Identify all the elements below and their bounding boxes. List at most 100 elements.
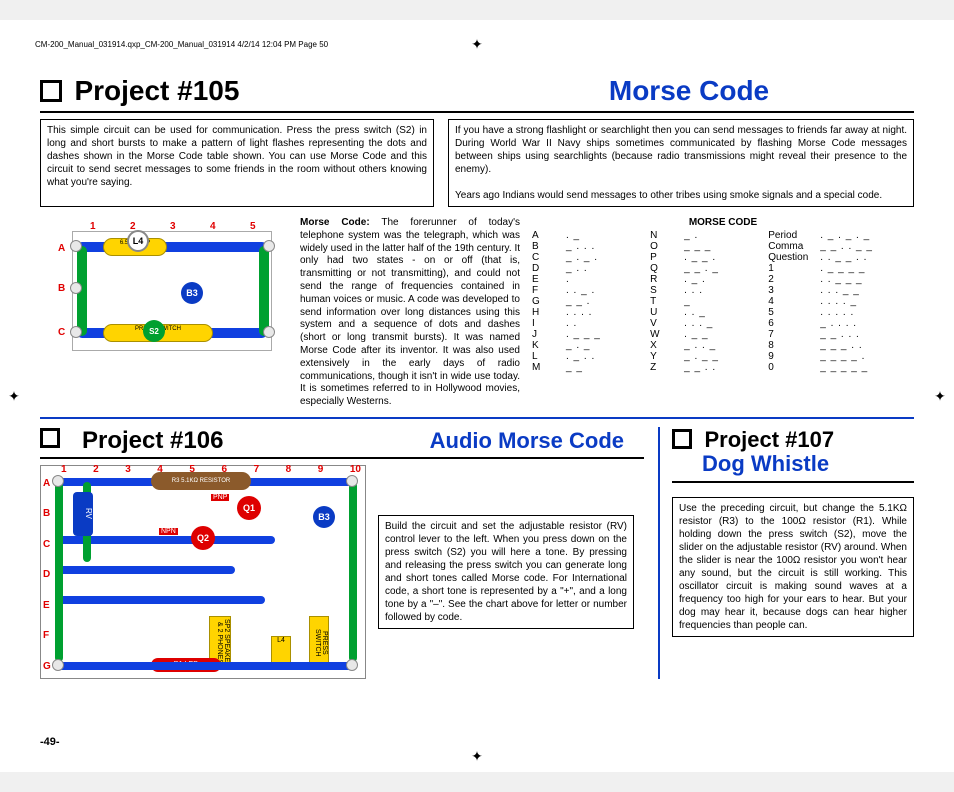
morse-code-value: . . . _: [684, 318, 754, 329]
morse-row: S. . .: [650, 285, 754, 296]
morse-table: MORSE CODE A. _B_ . . .C_ . _ .D_ . .E.F…: [532, 217, 914, 409]
morse-letter: Q: [650, 263, 684, 274]
snap-icon: [70, 282, 82, 294]
morse-code-value: _ . _ .: [566, 252, 636, 263]
morse-letter: F: [532, 285, 566, 296]
morse-letter: Z: [650, 362, 684, 373]
morse-code-value: . . . .: [566, 307, 636, 318]
morse-letter: H: [532, 307, 566, 318]
project-107-subtitle: Dog Whistle: [702, 451, 914, 477]
morse-row: P. _ _ .: [650, 252, 754, 263]
morse-table-heading: MORSE CODE: [532, 217, 914, 228]
morse-code-value: _ _ . _: [684, 263, 754, 274]
morse-code-value: _ .: [684, 230, 754, 241]
col-label: 3: [125, 464, 131, 475]
row-label: G: [43, 661, 51, 672]
snap-icon: [263, 326, 275, 338]
morse-code-value: _ _ _: [684, 241, 754, 252]
morse-letter: J: [532, 329, 566, 340]
print-slug: CM-200_Manual_031914.qxp_CM-200_Manual_0…: [35, 40, 328, 49]
circuit-105-diagram: 1 2 3 4 5 A B C 6.5V LAMP: [40, 217, 288, 377]
morse-row: 1. _ _ _ _: [768, 263, 914, 274]
project-106-desc: Build the circuit and set the adjustable…: [378, 515, 634, 629]
morse-row: U. . _: [650, 307, 754, 318]
morse-row: I. .: [532, 318, 636, 329]
project-107: Project #107 Dog Whistle Use the precedi…: [658, 427, 914, 679]
row-label: E: [43, 600, 51, 611]
morse-row: R. _ .: [650, 274, 754, 285]
morse-letter: K: [532, 340, 566, 351]
morse-code-value: _ _ .: [566, 296, 636, 307]
row-label: F: [43, 630, 51, 641]
history-body: The forerunner of today's telephone syst…: [300, 217, 520, 407]
morse-row: Comma_ _ . . _ _: [768, 241, 914, 252]
morse-code-value: . . _ .: [566, 285, 636, 296]
morse-row: 9_ _ _ _ .: [768, 351, 914, 362]
lower-section: Project #106 Audio Morse Code 1 2 3 4 5 …: [40, 427, 914, 679]
morse-row: K_ . _: [532, 340, 636, 351]
rule-blue: [40, 417, 914, 419]
l4-label: L4: [127, 230, 149, 252]
wire: [349, 482, 357, 662]
morse-letter: T: [650, 296, 684, 307]
registration-mark-icon: ✦: [469, 748, 485, 764]
morse-letter: 5: [768, 307, 820, 318]
rule: [40, 111, 914, 113]
morse-row: 5. . . . .: [768, 307, 914, 318]
morse-code-value: .: [566, 274, 636, 285]
morse-row: W. _ _: [650, 329, 754, 340]
morse-code-value: _ . . _: [684, 340, 754, 351]
morse-letter: C: [532, 252, 566, 263]
circuit-106-diagram: 1 2 3 4 5 6 7 8 9 10 A B: [40, 465, 366, 679]
morse-letter: 1: [768, 263, 820, 274]
intro-right-p1: If you have a strong flashlight or searc…: [455, 125, 907, 175]
snap-icon: [346, 475, 358, 487]
morse-code-value: . . . _ _: [820, 285, 914, 296]
morse-row: X_ . . _: [650, 340, 754, 351]
rv-component: RV: [73, 492, 93, 536]
col-label: 7: [254, 464, 260, 475]
q2-component: Q2: [191, 526, 215, 550]
morse-code-value: . _ .: [684, 274, 754, 285]
morse-letter: Question: [768, 252, 820, 263]
morse-letter: B: [532, 241, 566, 252]
morse-code-value: . _: [566, 230, 636, 241]
content-105: 1 2 3 4 5 A B C 6.5V LAMP: [40, 217, 914, 409]
morse-row: B_ . . .: [532, 241, 636, 252]
morse-letter: 8: [768, 340, 820, 351]
morse-code-value: . . _ _ _: [820, 274, 914, 285]
morse-row: C_ . _ .: [532, 252, 636, 263]
history-lead: Morse Code:: [300, 217, 370, 228]
col-label: 10: [350, 464, 361, 475]
morse-letter: O: [650, 241, 684, 252]
morse-code-value: _ _ _ . .: [820, 340, 914, 351]
morse-letter: M: [532, 362, 566, 373]
intro-left: This simple circuit can be used for comm…: [40, 119, 434, 207]
morse-letter: G: [532, 296, 566, 307]
morse-letter: Period: [768, 230, 820, 241]
intro-row: This simple circuit can be used for comm…: [40, 119, 914, 207]
snap-icon: [52, 659, 64, 671]
morse-code-value: _ . _: [566, 340, 636, 351]
morse-code-value: _ . . . .: [820, 318, 914, 329]
morse-code-value: . . .: [684, 285, 754, 296]
registration-mark-icon: ✦: [469, 36, 485, 52]
morse-row: D_ . .: [532, 263, 636, 274]
project-107-desc: Use the preceding circuit, but change th…: [672, 497, 914, 637]
morse-code-value: _ _: [566, 362, 636, 373]
morse-letter: X: [650, 340, 684, 351]
resistor-r3: R3 5.1KΩ RESISTOR: [151, 472, 251, 490]
row-label: C: [58, 327, 65, 338]
pnp-label: PNP: [211, 494, 229, 501]
morse-row: 2. . _ _ _: [768, 274, 914, 285]
morse-letter: Comma: [768, 241, 820, 252]
manual-page: CM-200_Manual_031914.qxp_CM-200_Manual_0…: [0, 20, 954, 772]
snap-icon: [263, 240, 275, 252]
row-label: C: [43, 539, 51, 550]
morse-letter: 7: [768, 329, 820, 340]
morse-row: H. . . .: [532, 307, 636, 318]
snap-icon: [70, 240, 82, 252]
morse-letter: 6: [768, 318, 820, 329]
wire: [55, 566, 235, 574]
morse-code-value: . . . . .: [820, 307, 914, 318]
